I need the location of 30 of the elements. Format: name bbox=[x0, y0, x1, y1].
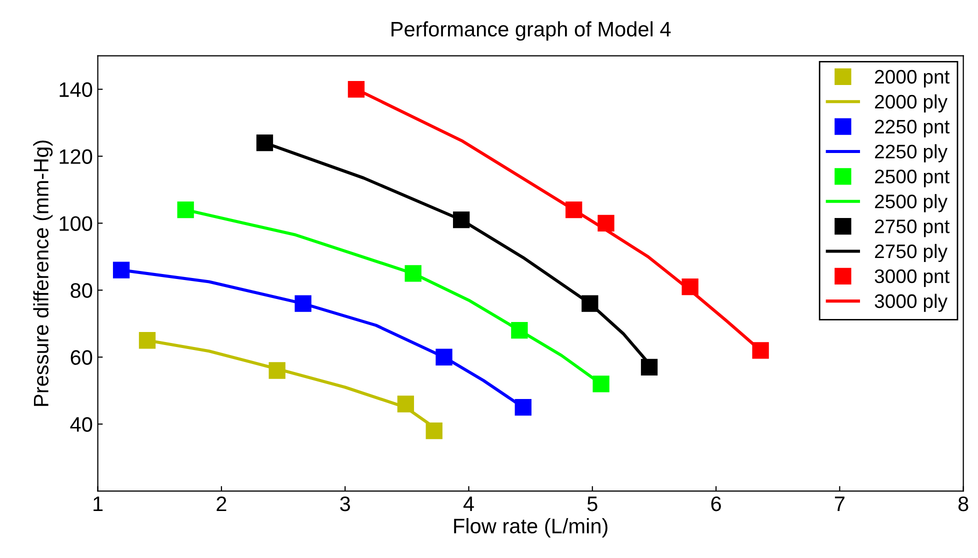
legend-label: 2250 pnt bbox=[875, 120, 950, 138]
legend-label: 2750 pnt bbox=[875, 220, 950, 238]
y-tick-label: 40 bbox=[70, 417, 92, 432]
legend-label: 2500 pnt bbox=[875, 170, 950, 188]
legend-label: 3000 ply bbox=[874, 294, 948, 312]
x-tick-label: 4 bbox=[463, 496, 474, 511]
x-tick-label: 6 bbox=[711, 496, 721, 512]
x-tick-label: 2 bbox=[216, 496, 226, 511]
x-axis-title: Flow rate (L/min) bbox=[454, 518, 608, 538]
y-axis-title: Pressure difference (mm-Hg) bbox=[33, 140, 53, 406]
x-tick-label: 3 bbox=[340, 496, 350, 512]
point bbox=[640, 358, 658, 376]
x-tick-label: 7 bbox=[834, 496, 844, 511]
y-tick-label: 100 bbox=[60, 216, 92, 231]
y-tick-label: 80 bbox=[70, 283, 92, 298]
legend-label: 2500 ply bbox=[875, 194, 948, 212]
chart-title: Performance graph of Model 4 bbox=[392, 21, 671, 41]
legend-label: 2750 ply bbox=[875, 244, 948, 262]
legend-label: 2000 pnt bbox=[875, 70, 950, 88]
x-tick-label: 5 bbox=[587, 496, 598, 512]
point bbox=[112, 262, 130, 278]
y-tick-label: 60 bbox=[70, 350, 92, 365]
point bbox=[752, 342, 769, 359]
x-tick-label: 8 bbox=[958, 496, 968, 512]
legend-label: 3000 pnt bbox=[874, 269, 950, 287]
legend-label: 2250 ply bbox=[875, 144, 948, 162]
legend-label: 2000 ply bbox=[875, 94, 948, 112]
x-tick-label: 1 bbox=[94, 496, 103, 511]
y-tick-label: 120 bbox=[60, 149, 92, 164]
y-tick-label: 140 bbox=[60, 82, 92, 98]
